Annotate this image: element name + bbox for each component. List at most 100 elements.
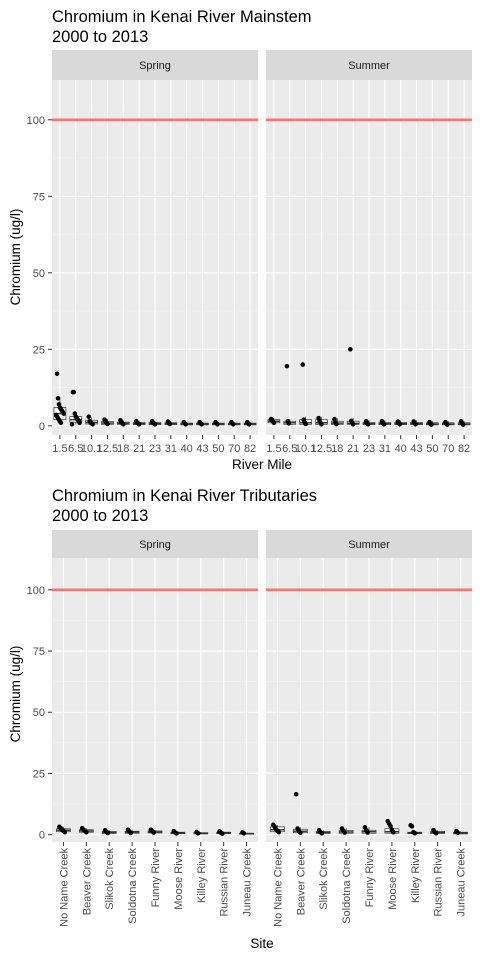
tributaries-x-tick-label: Juneau Creek bbox=[242, 848, 254, 917]
mainstem-data-point bbox=[429, 422, 434, 427]
mainstem-x-tick-label: 23 bbox=[149, 443, 161, 455]
mainstem-x-tick-label: 82 bbox=[244, 443, 256, 455]
tributaries-data-point bbox=[276, 829, 282, 835]
tributaries-strip-background bbox=[52, 530, 258, 558]
mainstem-x-tick-label: 40 bbox=[395, 443, 407, 455]
tributaries-title: Chromium in Kenai River Tributaries 2000… bbox=[52, 487, 322, 525]
tributaries-data-point bbox=[105, 830, 111, 836]
tributaries-x-tick-label: Funny River bbox=[364, 848, 376, 908]
mainstem-y-tick-label: 0 bbox=[39, 421, 45, 433]
mainstem-x-tick-label: 1.5 bbox=[52, 443, 67, 455]
tributaries-y-tick-label: 50 bbox=[33, 707, 45, 719]
mainstem-data-point bbox=[86, 414, 92, 419]
tributaries-data-point bbox=[241, 831, 247, 836]
tributaries-panel-summer: Summer No Name Creek Beaver Creek Slikok Cr… bbox=[266, 530, 472, 927]
tributaries-data-point bbox=[319, 830, 325, 836]
tributaries-y-tick-label: 0 bbox=[39, 830, 45, 842]
tributaries-x-tick-label: Soldotna Creek bbox=[127, 848, 139, 924]
mainstem-x-tick-label: 10.1 bbox=[81, 443, 102, 455]
tributaries-x-tick-label: Beaver Creek bbox=[81, 848, 93, 916]
mainstem-strip-background bbox=[266, 50, 472, 80]
mainstem-data-point bbox=[136, 421, 142, 427]
tributaries-x-tick-label: No Name Creek bbox=[272, 848, 284, 927]
mainstem-data-point bbox=[167, 421, 173, 427]
mainstem-title-line-2: 2000 to 2013 bbox=[52, 28, 148, 46]
mainstem-x-tick-label: 21 bbox=[347, 443, 359, 455]
tributaries-data-point bbox=[409, 824, 415, 829]
mainstem-x-tick-label: 82 bbox=[458, 443, 470, 455]
mainstem-panel-spring: Spring 1.5 6.510.112.5 18 21 23 31 40 43 50 70 82 bbox=[52, 50, 258, 455]
mainstem-data-point bbox=[183, 421, 189, 427]
mainstem-data-point bbox=[105, 421, 110, 427]
tributaries-data-point bbox=[298, 830, 303, 835]
mainstem-data-point bbox=[58, 420, 64, 426]
mainstem-data-point bbox=[444, 422, 450, 427]
tributaries-data-point bbox=[128, 830, 134, 836]
mainstem-data-point bbox=[365, 421, 371, 427]
mainstem-x-tick-label: 70 bbox=[442, 443, 454, 455]
tributaries-x-tick-label: Funny River bbox=[150, 848, 162, 908]
mainstem-data-point bbox=[397, 421, 403, 427]
mainstem-x-tick-label: 10.1 bbox=[295, 443, 316, 455]
tributaries-x-tick-label: Moose River bbox=[387, 848, 399, 910]
mainstem-data-point bbox=[61, 411, 67, 416]
mainstem-x-tick-label: 21 bbox=[133, 443, 145, 455]
mainstem-x-tick-label: 43 bbox=[196, 443, 208, 455]
mainstem-strip-background bbox=[52, 50, 258, 80]
tributaries-x-tick-label: Russian River bbox=[433, 848, 445, 917]
mainstem-data-point bbox=[215, 421, 220, 427]
mainstem-data-point bbox=[284, 363, 290, 369]
mainstem-data-point bbox=[460, 422, 466, 427]
tributaries-y-axis-title: Chromium (ug/l) bbox=[8, 646, 23, 743]
mainstem-x-axis-title: River Mile bbox=[232, 457, 292, 472]
mainstem-x-tick-label: 31 bbox=[165, 443, 177, 455]
mainstem-x-tick-label: 23 bbox=[363, 443, 375, 455]
mainstem-x-tick-label: 50 bbox=[212, 443, 224, 455]
tributaries-data-point bbox=[342, 830, 348, 835]
mainstem-strip-label: Summer bbox=[348, 60, 390, 72]
mainstem-data-point bbox=[413, 421, 418, 427]
mainstem-x-tick-label: 18 bbox=[331, 443, 343, 455]
tributaries-title-line-2: 2000 to 2013 bbox=[52, 507, 148, 525]
mainstem-x-tick-label: 43 bbox=[410, 443, 422, 455]
tributaries-data-point bbox=[151, 830, 156, 835]
mainstem-x-tick-label: 70 bbox=[228, 443, 240, 455]
tributaries-x-tick-label: Beaver Creek bbox=[295, 848, 307, 916]
tributaries-data-point bbox=[433, 830, 439, 836]
tributaries-y-tick-label: 100 bbox=[27, 585, 45, 597]
mainstem-x-tick-label: 12.5 bbox=[97, 443, 118, 455]
tributaries-data-point bbox=[195, 830, 201, 836]
mainstem-y-axis-title: Chromium (ug/l) bbox=[8, 209, 23, 306]
mainstem-data-point bbox=[90, 421, 95, 427]
tributaries-data-point bbox=[455, 830, 461, 835]
mainstem-data-point bbox=[286, 421, 292, 426]
mainstem-x-tick-label: 1.5 bbox=[266, 443, 281, 455]
mainstem-x-tick-label: 50 bbox=[426, 443, 438, 455]
mainstem-data-point bbox=[271, 420, 277, 426]
tributaries-x-tick-label: Soldotna Creek bbox=[341, 848, 353, 924]
mainstem-data-point bbox=[152, 421, 158, 427]
tributaries-y-tick-label: 25 bbox=[33, 768, 45, 780]
tributaries-strip-label: Spring bbox=[139, 539, 171, 551]
mainstem-panel-summer: Summer 1.5 6.510.112.5 18 21 23 31 40 43 50 70 82 bbox=[266, 50, 472, 455]
tributaries-data-point bbox=[390, 829, 396, 835]
tributaries-x-tick-label: Killey River bbox=[196, 848, 208, 903]
mainstem-x-tick-label: 31 bbox=[379, 443, 391, 455]
mainstem-title: Chromium in Kenai River Mainstem 2000 to… bbox=[52, 8, 316, 46]
mainstem-data-point bbox=[199, 421, 204, 427]
tributaries-data-point bbox=[84, 829, 89, 835]
tributaries-data-point bbox=[219, 831, 225, 836]
mainstem-x-tick-label: 18 bbox=[117, 443, 129, 455]
mainstem-x-tick-label: 6.5 bbox=[282, 443, 297, 455]
mainstem-data-point bbox=[230, 421, 236, 427]
mainstem-data-point bbox=[246, 421, 252, 427]
tributaries-strip-background bbox=[266, 530, 472, 558]
mainstem-data-point bbox=[55, 395, 61, 401]
mainstem-strip-label: Spring bbox=[139, 60, 171, 72]
mainstem-data-point bbox=[71, 389, 77, 395]
mainstem-data-point bbox=[348, 347, 353, 352]
tributaries-x-tick-label: Killey River bbox=[410, 848, 422, 903]
mainstem-x-tick-label: 12.5 bbox=[311, 443, 332, 455]
